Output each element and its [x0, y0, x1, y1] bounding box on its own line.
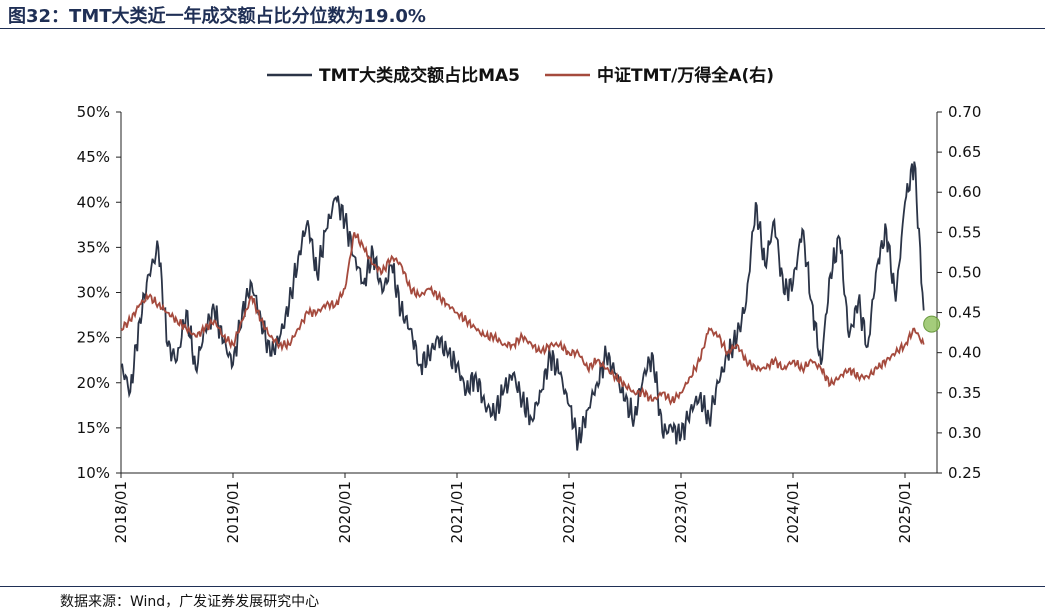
left-axis-ticks: 10% 15% 20% 25% 30% 35% 40% 45% 50% — [77, 103, 121, 482]
series-line-tmt-relative-index — [120, 232, 925, 406]
legend-label-tmt-relative-index: 中证TMT/万得全A(右) — [597, 65, 774, 86]
x-axis-tick-label: 2018/01 — [112, 481, 130, 543]
left-axis-tick-label: 40% — [77, 193, 110, 211]
x-axis-ticks: 2018/01 2019/01 2020/01 2021/01 2022/01 2023/… — [112, 473, 914, 543]
right-axis-tick-label: 0.25 — [948, 464, 981, 482]
series-line-tmt-share-ma5 — [120, 161, 925, 451]
right-axis-tick-label: 0.65 — [948, 143, 981, 161]
source-note: 数据来源：Wind，广发证券发展研究中心 — [60, 594, 320, 610]
right-axis-ticks: 0.25 0.30 0.35 0.40 0.45 0.50 0.55 0.60 0.65 0.70 — [937, 103, 981, 482]
right-axis-tick-label: 0.60 — [948, 183, 981, 201]
chart-series — [120, 161, 941, 451]
left-axis-tick-label: 45% — [77, 148, 110, 166]
x-axis-tick-label: 2021/01 — [448, 481, 466, 543]
left-axis-tick-label: 15% — [77, 419, 110, 437]
left-axis-tick-label: 35% — [77, 238, 110, 256]
x-axis-tick-label: 2019/01 — [224, 481, 242, 543]
right-axis-tick-label: 0.70 — [948, 103, 981, 121]
x-axis-tick-label: 2023/01 — [672, 481, 690, 543]
left-axis-tick-label: 50% — [77, 103, 110, 121]
legend-label-tmt-share-ma5: TMT大类成交额占比MA5 — [319, 65, 520, 86]
right-axis-tick-label: 0.55 — [948, 223, 981, 241]
left-axis-tick-label: 20% — [77, 374, 110, 392]
right-axis-tick-label: 0.30 — [948, 424, 981, 442]
source-divider — [0, 586, 1045, 587]
left-axis-tick-label: 30% — [77, 284, 110, 302]
latest-value-highlight-marker — [923, 315, 941, 333]
right-axis-tick-label: 0.40 — [948, 344, 981, 362]
right-axis-tick-label: 0.50 — [948, 263, 981, 281]
x-axis-tick-label: 2020/01 — [336, 481, 354, 543]
chart-title: 图32：TMT大类近一年成交额占比分位数为19.0% — [8, 6, 426, 27]
title-divider — [0, 28, 1045, 29]
x-axis-tick-label: 2025/01 — [896, 481, 914, 543]
chart-legend: TMT大类成交额占比MA5 中证TMT/万得全A(右) — [267, 65, 774, 86]
right-axis-tick-label: 0.35 — [948, 384, 981, 402]
x-axis-tick-label: 2024/01 — [784, 481, 802, 543]
left-axis-tick-label: 10% — [77, 464, 110, 482]
left-axis-tick-label: 25% — [77, 329, 110, 347]
x-axis-tick-label: 2022/01 — [560, 481, 578, 543]
right-axis-tick-label: 0.45 — [948, 304, 981, 322]
